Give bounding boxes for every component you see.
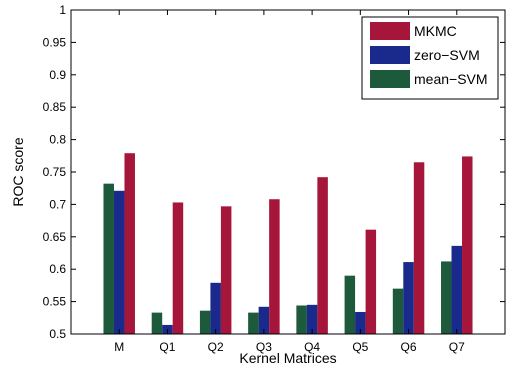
x-tick-label: Q6 [401,340,417,354]
y-tick-label: 0.8 [49,133,66,147]
legend-swatch [370,70,410,88]
x-tick-label: Q1 [159,340,175,354]
bars-group [103,153,473,334]
legend-label: MKMC [414,23,457,39]
bar-q3-series-2 [269,199,280,334]
bar-q3-series-1 [258,306,270,334]
bar-m-series-2 [124,153,135,334]
x-tick-label: Q7 [449,340,465,354]
y-tick-label: 0.85 [43,100,67,114]
bar-q5-series-0 [344,275,356,334]
x-tick-label: Q4 [304,340,320,354]
bar-q7-series-1 [451,245,463,334]
x-tick-label: Q3 [256,340,272,354]
y-axis-label: ROC score [10,137,26,206]
bar-q7-series-2 [462,156,473,334]
bar-m-series-1 [113,190,125,334]
bar-q4-series-0 [296,305,307,334]
y-tick-label: 1 [59,3,66,17]
bar-q2-series-1 [210,282,221,334]
y-tick-label: 0.6 [49,262,66,276]
legend-swatch [370,22,410,40]
bar-q5-series-1 [355,311,366,334]
y-tick-label: 0.7 [49,197,66,211]
bar-q2-series-0 [199,310,211,334]
x-axis: M Q1 Q2 Q3 Q4 Q5 Q6 Q7 [114,10,465,354]
bar-q4-series-1 [306,304,318,334]
y-tick-label: 0.95 [43,35,67,49]
bar-q6-series-1 [403,262,414,334]
bar-q7-series-0 [441,261,452,334]
bar-q4-series-2 [317,177,328,334]
bar-q1-series-0 [151,312,163,334]
legend-label: zero−SVM [414,47,480,63]
x-axis-label: Kernel Matrices [239,350,336,366]
x-tick-label: Q2 [208,340,224,354]
x-tick-label: M [114,340,124,354]
x-tick-label: Q5 [352,340,368,354]
bar-q5-series-2 [365,229,377,334]
bar-q1-series-2 [172,202,184,334]
y-axis: 0.5 0.55 0.6 0.65 0.7 0.75 0.8 0.85 0.9 0.95 1 [43,3,505,341]
legend-label: mean−SVM [414,71,488,87]
bar-q6-series-0 [392,288,404,334]
y-tick-label: 0.5 [49,327,66,341]
y-tick-label: 0.75 [43,165,67,179]
y-tick-label: 0.55 [43,295,67,309]
bar-m-series-0 [103,183,114,334]
legend: MKMC zero−SVM mean−SVM [361,16,499,100]
y-tick-label: 0.65 [43,230,67,244]
bar-q6-series-2 [413,162,425,334]
y-tick-label: 0.9 [49,68,66,82]
bar-q2-series-2 [220,206,232,334]
bar-q3-series-0 [248,312,259,334]
legend-swatch [370,46,410,64]
